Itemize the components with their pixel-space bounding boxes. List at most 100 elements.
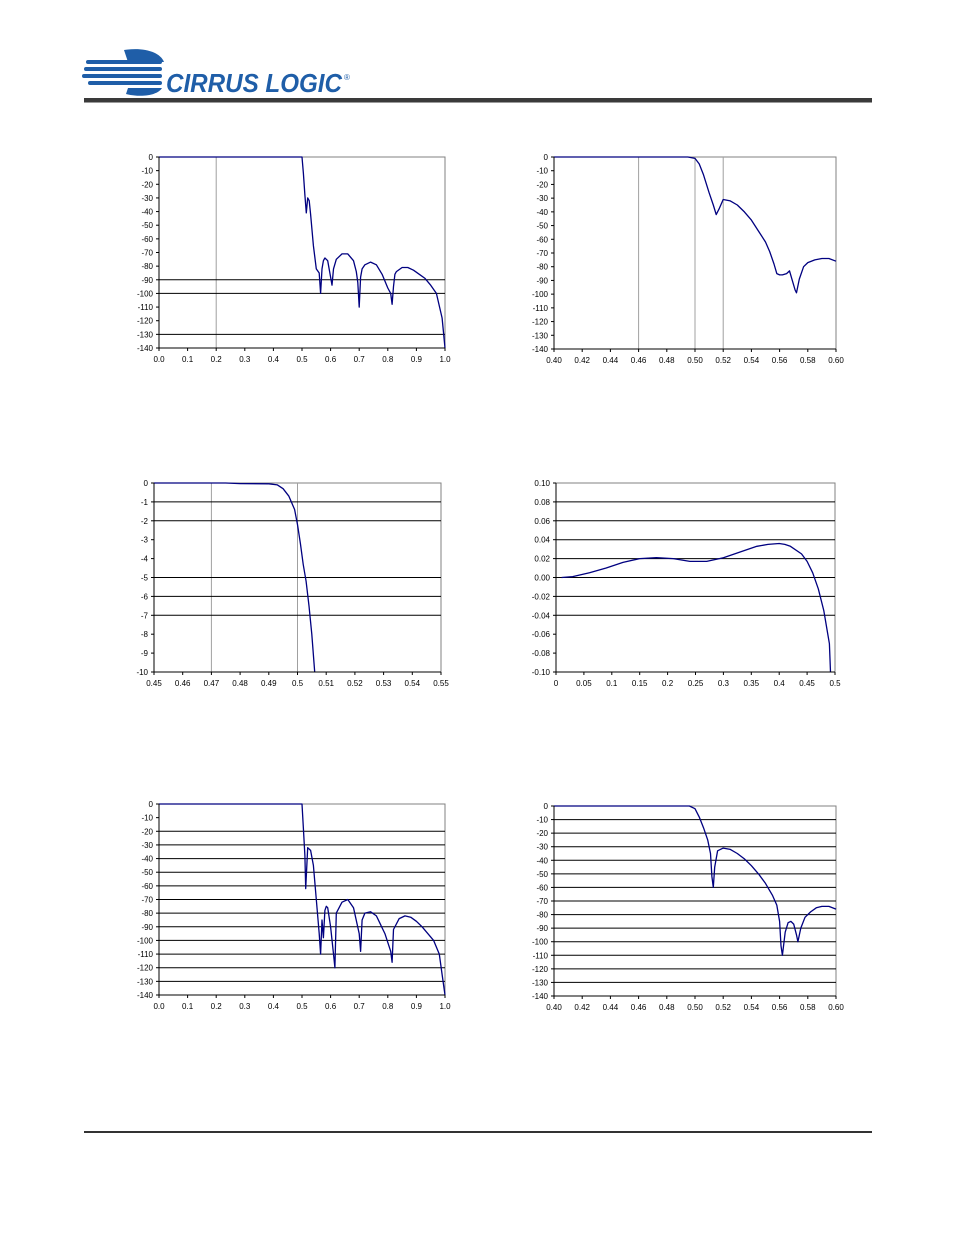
x-tick-label: 0.50 xyxy=(687,1003,703,1012)
x-tick-label: 0.5 xyxy=(296,1002,308,1011)
x-tick-label: 0.5 xyxy=(829,679,841,688)
x-tick-label: 0.42 xyxy=(574,1003,590,1012)
x-tick-label: 0.50 xyxy=(687,356,703,365)
y-tick-label: -60 xyxy=(141,235,153,244)
x-tick-label: 0.1 xyxy=(606,679,618,688)
y-tick-label: -40 xyxy=(141,855,153,864)
y-tick-label: 0.00 xyxy=(534,574,550,583)
y-tick-label: -110 xyxy=(533,951,549,960)
y-tick-label: -20 xyxy=(141,827,153,836)
x-tick-label: 0.9 xyxy=(411,355,423,364)
y-tick-label: 0.06 xyxy=(534,517,550,526)
x-tick-label: 0.58 xyxy=(800,1003,816,1012)
y-tick-label: 0.04 xyxy=(534,536,550,545)
y-tick-label: -10 xyxy=(536,816,548,825)
y-tick-label: 0 xyxy=(544,802,549,811)
x-tick-label: 0.5 xyxy=(296,355,308,364)
y-tick-label: -80 xyxy=(536,263,548,272)
y-tick-label: -140 xyxy=(532,345,549,354)
y-tick-label: -50 xyxy=(141,868,153,877)
cirrus-logic-logo: CIRRUS LOGIC ® xyxy=(82,49,350,98)
y-tick-label: -20 xyxy=(536,180,548,189)
x-tick-label: 0.53 xyxy=(376,679,392,688)
y-tick-label: -120 xyxy=(137,317,154,326)
x-tick-label: 0.60 xyxy=(828,356,844,365)
x-tick-label: 0.0 xyxy=(153,355,165,364)
x-tick-label: 1.0 xyxy=(439,1002,451,1011)
y-tick-label: -80 xyxy=(141,909,153,918)
y-tick-label: -50 xyxy=(536,222,548,231)
y-tick-label: 0.08 xyxy=(534,498,550,507)
y-tick-label: -70 xyxy=(536,249,548,258)
x-tick-label: 0.0 xyxy=(153,1002,165,1011)
x-tick-label: 0.40 xyxy=(546,356,562,365)
chart-2: 0.40 0.42 0.44 0.46 0.48 0.50 0.52 0.54 0.56 0.58… xyxy=(532,153,844,365)
x-tick-label: 0.4 xyxy=(268,1002,280,1011)
x-tick-label: 0.7 xyxy=(354,1002,366,1011)
chart-6: 0.40 0.42 0.44 0.46 0.48 0.50 0.52 0.54 0.56 0.58… xyxy=(532,802,844,1012)
logo-registered-mark: ® xyxy=(344,73,350,82)
x-tick-label: 0.45 xyxy=(799,679,815,688)
y-tick-label: -6 xyxy=(141,592,149,601)
plot-area xyxy=(158,156,446,349)
y-tick-label: -0.02 xyxy=(532,592,551,601)
x-tick-label: 0.8 xyxy=(382,355,394,364)
x-tick-label: 0.2 xyxy=(211,1002,223,1011)
y-tick-label: -60 xyxy=(536,235,548,244)
y-tick-label: -90 xyxy=(141,276,153,285)
y-tick-label: -70 xyxy=(141,896,153,905)
x-tick-label: 0.44 xyxy=(603,356,619,365)
logo-wordmark: CIRRUS LOGIC xyxy=(166,68,343,98)
x-tick-label: 0.54 xyxy=(744,1003,760,1012)
y-tick-label: -130 xyxy=(137,330,154,339)
x-tick-label: 0.5 xyxy=(292,679,304,688)
y-tick-label: -60 xyxy=(141,882,153,891)
x-tick-label: 0.3 xyxy=(239,355,251,364)
y-tick-label: -70 xyxy=(536,897,548,906)
series-line xyxy=(159,803,446,996)
y-tick-label: -130 xyxy=(532,978,549,987)
chart-5: 0.0 0.1 0.2 0.3 0.4 0.5 0.6 0.7 0.8 0.9 1.0 0 -10 -20… xyxy=(137,800,451,1011)
x-tick-label: 0.42 xyxy=(574,356,590,365)
x-tick-label: 0.7 xyxy=(354,355,366,364)
series-line xyxy=(561,542,832,673)
series-line xyxy=(554,805,837,956)
y-tick-label: -20 xyxy=(536,829,548,838)
y-tick-label: -0.10 xyxy=(532,668,551,677)
x-tick-label: 0.05 xyxy=(576,679,592,688)
x-tick-label: 0.8 xyxy=(382,1002,394,1011)
y-tick-label: -30 xyxy=(141,194,153,203)
x-tick-label: 0.3 xyxy=(239,1002,251,1011)
y-tick-label: -80 xyxy=(141,262,153,271)
y-tick-label: -120 xyxy=(532,318,549,327)
x-tick-label: 0.48 xyxy=(232,679,248,688)
x-tick-label: 0.52 xyxy=(347,679,363,688)
y-tick-label: -7 xyxy=(141,611,149,620)
x-tick-label: 0.54 xyxy=(744,356,760,365)
y-tick-label: 0 xyxy=(149,153,154,162)
y-tick-label: -100 xyxy=(137,936,154,945)
chart-1: 0.0 0.1 0.2 0.3 0.4 0.5 0.6 0.7 0.8 0.9 1.0 0 -10 -20… xyxy=(137,153,451,364)
x-tick-label: 0.46 xyxy=(631,356,647,365)
logo-swoosh-icon xyxy=(82,49,164,96)
y-tick-label: -110 xyxy=(533,304,549,313)
y-tick-label: -2 xyxy=(141,517,149,526)
y-tick-label: -140 xyxy=(137,991,154,1000)
y-tick-label: -10 xyxy=(136,668,148,677)
y-tick-label: -20 xyxy=(141,180,153,189)
x-tick-label: 0.1 xyxy=(182,355,194,364)
y-tick-label: 0 xyxy=(149,800,154,809)
x-tick-label: 0.51 xyxy=(318,679,334,688)
x-tick-label: 1.0 xyxy=(439,355,451,364)
y-tick-label: -80 xyxy=(536,911,548,920)
header-rule xyxy=(84,98,872,103)
y-tick-label: -40 xyxy=(141,208,153,217)
x-tick-label: 0.9 xyxy=(411,1002,423,1011)
y-tick-label: -0.06 xyxy=(532,630,551,639)
x-tick-label: 0.44 xyxy=(603,1003,619,1012)
x-tick-label: 0.6 xyxy=(325,355,337,364)
y-tick-label: -130 xyxy=(532,331,549,340)
y-tick-label: -100 xyxy=(532,290,549,299)
y-tick-label: -50 xyxy=(536,870,548,879)
x-tick-label: 0.52 xyxy=(715,356,731,365)
